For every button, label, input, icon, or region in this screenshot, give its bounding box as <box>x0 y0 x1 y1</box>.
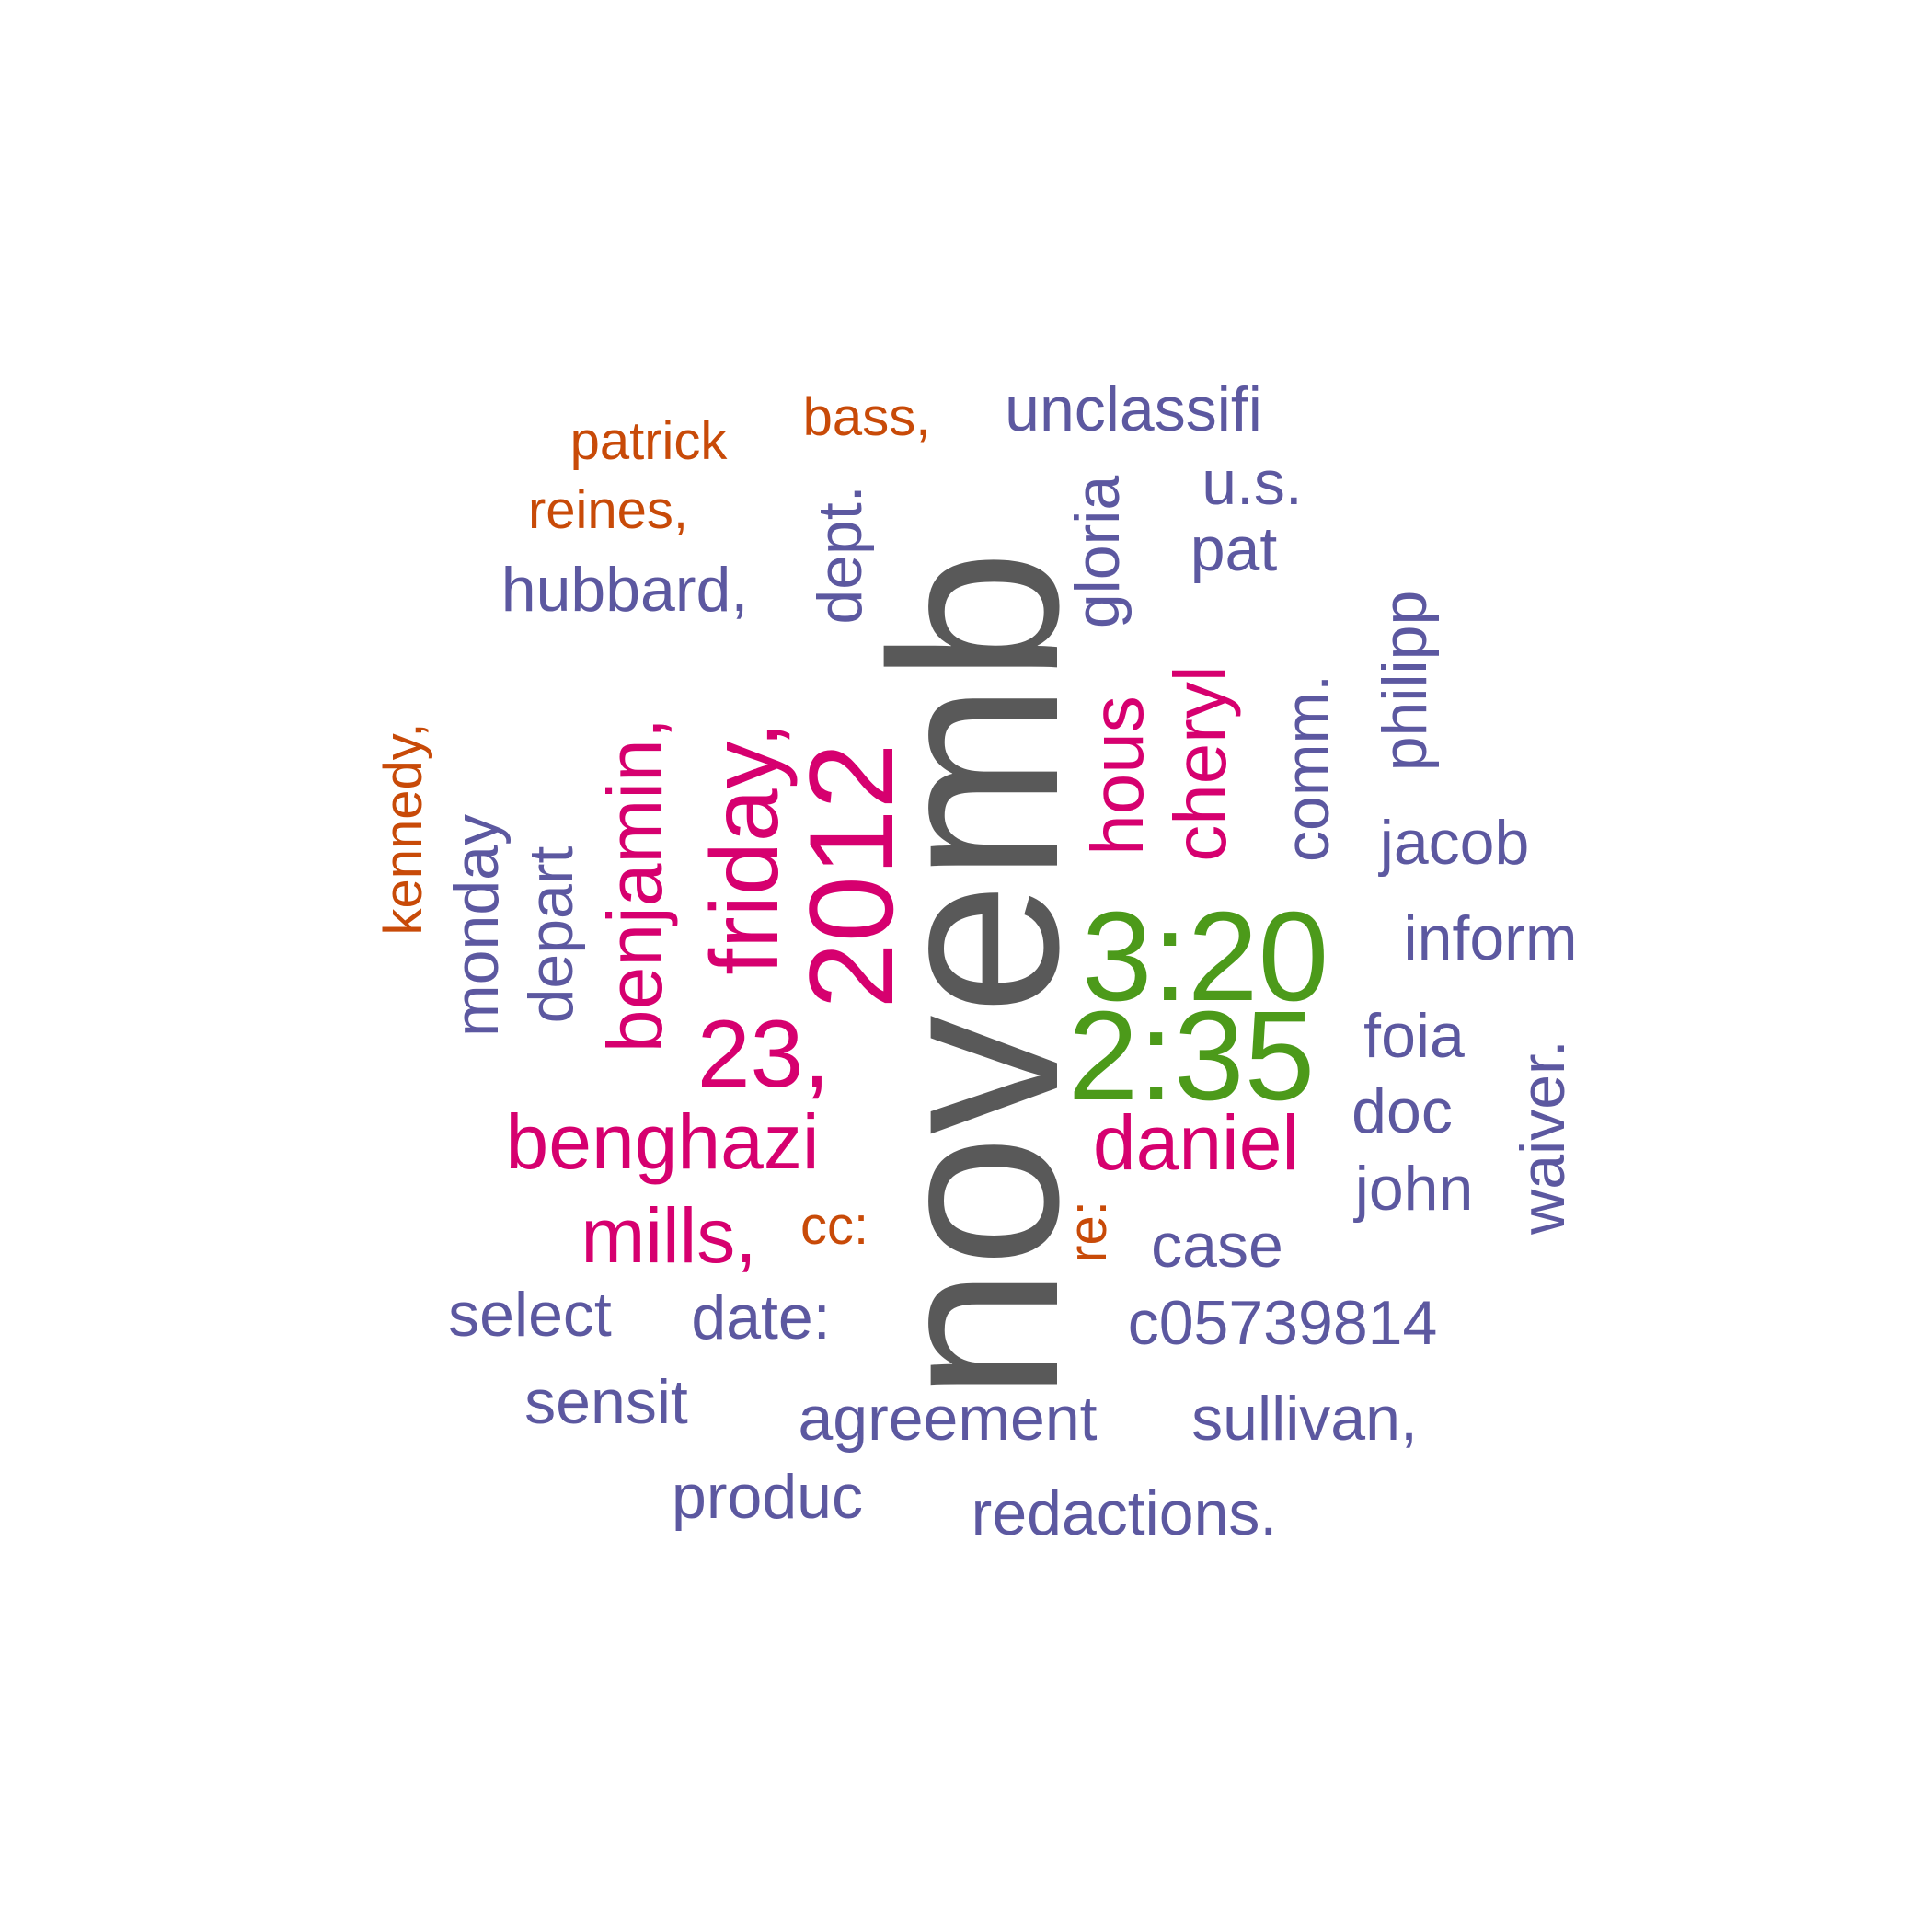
word-u-s: u.s. <box>1202 448 1303 518</box>
word-comm: comm. <box>1272 674 1342 862</box>
word-date: date: <box>691 1282 831 1352</box>
word-kennedy: kennedy, <box>374 722 433 936</box>
word-monday: monday <box>442 814 512 1037</box>
word-cheryl: cheryl <box>1159 665 1241 862</box>
word-daniel: daniel <box>1092 1099 1300 1186</box>
word-re: re: <box>1058 1201 1118 1263</box>
word-gloria: gloria <box>1063 475 1133 629</box>
word-jacob: jacob <box>1379 808 1530 878</box>
word-pat: pat <box>1190 514 1278 584</box>
word-hubbard: hubbard, <box>500 555 749 625</box>
word-friday: friday, <box>692 721 799 975</box>
word-23: 23, <box>696 1001 831 1108</box>
word-john: john <box>1354 1154 1474 1224</box>
word-foia: foia <box>1363 1001 1465 1071</box>
word-patrick: patrick <box>569 411 728 471</box>
word-waiver: waiver. <box>1508 1040 1578 1235</box>
word-inform: inform <box>1403 903 1578 973</box>
word-2-35: 2:35 <box>1067 985 1316 1127</box>
word-dept: dept. <box>805 485 875 625</box>
word-benghazi: benghazi <box>505 1098 820 1185</box>
word-doc: doc <box>1351 1076 1453 1146</box>
word-sullivan: sullivan, <box>1191 1384 1418 1454</box>
word-sensit: sensit <box>524 1367 688 1437</box>
word-redactions: redactions. <box>971 1478 1278 1548</box>
word-agreement: agreement <box>798 1384 1098 1454</box>
word-mills: mills, <box>581 1192 757 1279</box>
word-reines: reines, <box>527 480 689 540</box>
word-produc: produc <box>672 1462 863 1532</box>
word-c05739814: c05739814 <box>1127 1288 1438 1358</box>
word-select: select <box>448 1280 612 1350</box>
word-hous: hous <box>1076 696 1158 856</box>
word-bass: bass, <box>802 387 931 447</box>
word-benjamin: benjamin, <box>592 717 678 1053</box>
word-3-20: 3:20 <box>1081 886 1329 1028</box>
word-unclassifi: unclassifi <box>1005 374 1262 444</box>
word-philipp: philipp <box>1370 590 1440 772</box>
word-2012: 2012 <box>784 742 918 1009</box>
word-cc: cc: <box>799 1196 869 1256</box>
word-depart: depart <box>516 845 586 1024</box>
word-case: case <box>1151 1211 1283 1281</box>
